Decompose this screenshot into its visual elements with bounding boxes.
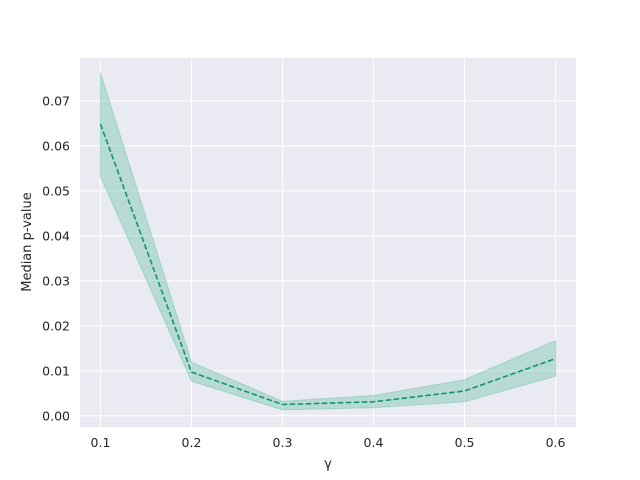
data-point bbox=[554, 357, 558, 361]
data-point bbox=[98, 122, 102, 126]
data-point bbox=[463, 389, 467, 393]
data-point bbox=[189, 370, 193, 374]
y-tick-label: 0.02 bbox=[42, 318, 70, 333]
series-line bbox=[99, 123, 556, 406]
series-layer bbox=[98, 72, 558, 411]
plot-background bbox=[80, 58, 576, 427]
x-axis-ticks: 0.1 0.2 0.3 0.4 0.5 0.6 bbox=[91, 435, 566, 450]
x-tick-label: 0.4 bbox=[364, 435, 384, 450]
grid bbox=[80, 58, 576, 427]
x-tick-label: 0.3 bbox=[273, 435, 293, 450]
y-axis-ticks: 0.00 0.01 0.02 0.03 0.04 0.05 0.06 0.07 bbox=[42, 93, 70, 423]
y-tick-label: 0.06 bbox=[42, 138, 70, 153]
y-tick-label: 0.00 bbox=[42, 408, 70, 423]
y-tick-label: 0.03 bbox=[42, 273, 70, 288]
y-axis-label: Median p-value bbox=[20, 192, 35, 292]
data-point bbox=[280, 403, 284, 407]
x-tick-label: 0.1 bbox=[91, 435, 111, 450]
y-tick-label: 0.01 bbox=[42, 363, 70, 378]
y-tick-label: 0.05 bbox=[42, 183, 70, 198]
y-tick-label: 0.04 bbox=[42, 228, 70, 243]
x-tick-label: 0.2 bbox=[182, 435, 202, 450]
x-axis-label: γ bbox=[324, 457, 332, 472]
confidence-band bbox=[99, 72, 557, 411]
x-tick-label: 0.5 bbox=[455, 435, 475, 450]
x-tick-label: 0.6 bbox=[546, 435, 566, 450]
y-tick-label: 0.07 bbox=[42, 93, 70, 108]
data-point bbox=[372, 400, 376, 404]
